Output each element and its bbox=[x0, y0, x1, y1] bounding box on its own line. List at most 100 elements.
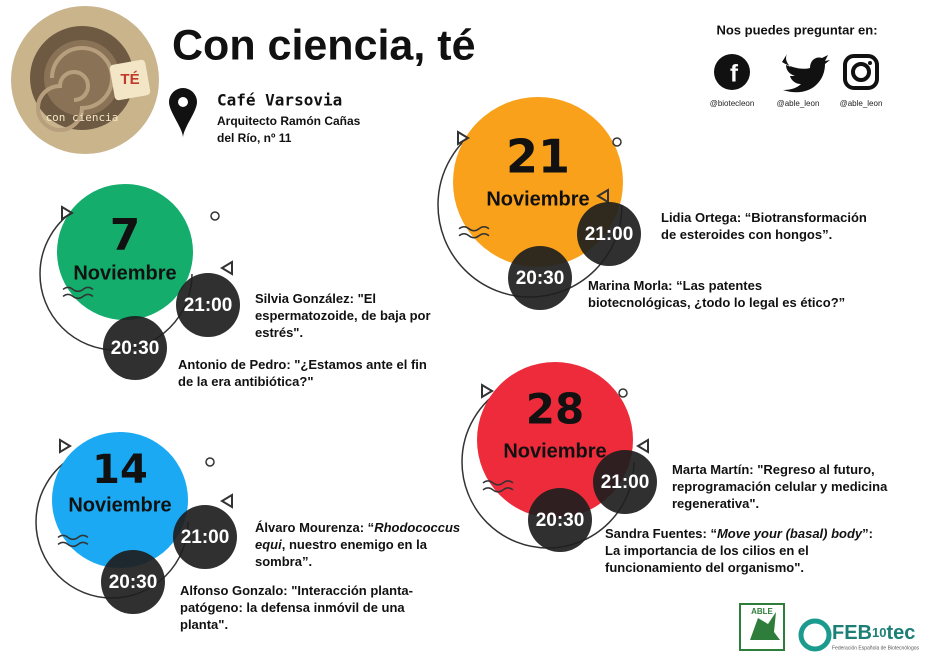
waves bbox=[458, 226, 490, 239]
time-circle bbox=[173, 505, 237, 569]
feb-text: tec bbox=[886, 622, 915, 644]
time-circle bbox=[577, 202, 641, 266]
talk-text: reprogramación celular y medicina bbox=[672, 479, 888, 494]
feb-text: FEB bbox=[832, 622, 872, 644]
svg-text:FEB10tec: FEB10tec bbox=[832, 622, 915, 644]
talk-line: reprogramación celular y medicina bbox=[672, 479, 888, 494]
talk-line: planta". bbox=[180, 617, 228, 632]
waves bbox=[62, 286, 94, 300]
time: 21:00 bbox=[601, 472, 650, 493]
talk-text: de esteroides con hongos”. bbox=[661, 227, 832, 242]
able-text: ABLE bbox=[751, 607, 773, 616]
talk-text: Marina Morla: “Las patentes bbox=[588, 278, 762, 293]
talk-text: espermatozoide, de baja por bbox=[255, 308, 431, 323]
talk-text: sombra”. bbox=[255, 554, 312, 569]
triangle bbox=[59, 438, 72, 454]
talk-line: sombra”. bbox=[255, 554, 312, 569]
facebook-icon: f bbox=[730, 60, 739, 87]
event-circle bbox=[57, 184, 193, 320]
talk-line: La importancia de los cilios en el bbox=[605, 543, 809, 558]
talk-text: Antonio de Pedro: "¿Estamos ante el fin bbox=[178, 357, 427, 372]
triangle bbox=[220, 260, 233, 276]
waves bbox=[57, 534, 89, 548]
talk-text: estrés". bbox=[255, 325, 303, 340]
talk-line: patógeno: la defensa inmóvil de una bbox=[180, 600, 405, 615]
event-month: Noviembre bbox=[503, 440, 606, 462]
able-logo: ABLE bbox=[739, 603, 785, 651]
social-handle: @able_leon bbox=[777, 99, 820, 108]
talk-line: regenerativa". bbox=[672, 496, 759, 511]
triangle bbox=[636, 438, 649, 454]
time-circle bbox=[508, 246, 572, 310]
talk-line: Sandra Fuentes: “Move your (basal) body”… bbox=[605, 526, 873, 541]
waves bbox=[482, 480, 514, 493]
triangle bbox=[61, 205, 74, 221]
talk-text: de la era antibiótica?" bbox=[178, 374, 313, 389]
talk-text: Lidia Ortega: “Biotransformación bbox=[661, 210, 867, 225]
dot bbox=[210, 211, 220, 221]
talk-line: biotecnológicas, ¿todo lo legal es ético… bbox=[588, 295, 845, 310]
talk-text: biotecnológicas, ¿todo lo legal es ético… bbox=[588, 295, 845, 310]
venue-name: Café Varsovia bbox=[217, 91, 342, 110]
event-day: 7 bbox=[110, 210, 141, 261]
logo-badge: TÉ bbox=[120, 71, 139, 88]
map-pin bbox=[169, 88, 197, 138]
talk-text: , nuestro enemigo en la bbox=[282, 537, 428, 552]
social-handle: @biotecleon bbox=[710, 99, 755, 108]
talk-text: regenerativa". bbox=[672, 496, 759, 511]
dot bbox=[618, 388, 628, 398]
social-handle: @able_leon bbox=[840, 99, 883, 108]
talk-line: estrés". bbox=[255, 325, 303, 340]
talk-text: patógeno: la defensa inmóvil de una bbox=[180, 600, 405, 615]
talk-line: Silvia González: "El bbox=[255, 291, 376, 306]
talk-text: planta". bbox=[180, 617, 228, 632]
title: Con ciencia, té bbox=[172, 21, 475, 69]
event-month: Noviembre bbox=[486, 188, 589, 210]
triangle bbox=[596, 188, 609, 204]
time: 21:00 bbox=[585, 224, 634, 245]
talk-line: funcionamiento del organismo". bbox=[605, 560, 804, 575]
time-circle bbox=[528, 488, 592, 552]
talk-line: Antonio de Pedro: "¿Estamos ante el fin bbox=[178, 357, 427, 372]
time-circle bbox=[101, 550, 165, 614]
talk-italic: Rhodococcus bbox=[374, 520, 460, 535]
time-circle bbox=[593, 450, 657, 514]
event: 28 Noviembre 21:00 Marta Martín: "Regreso a… bbox=[461, 362, 888, 575]
feb-subtitle: Federación Española de Biotecnólogos bbox=[832, 645, 920, 651]
event-day: 14 bbox=[92, 447, 148, 493]
dot bbox=[612, 137, 622, 147]
talk-text: Álvaro Mourenza: “ bbox=[255, 520, 374, 535]
event-month: Noviembre bbox=[68, 494, 171, 516]
talk-italic: Move your (basal) body bbox=[717, 526, 863, 541]
triangle bbox=[220, 493, 233, 509]
talk-text: Alfonso Gonzalo: "Interacción planta- bbox=[180, 583, 413, 598]
talk-line: equi, nuestro enemigo en la bbox=[255, 537, 428, 552]
social-icons: f bbox=[714, 54, 879, 93]
time: 20:30 bbox=[516, 268, 565, 289]
talk-text: Sandra Fuentes: “ bbox=[605, 526, 717, 541]
talk-line: Marta Martín: "Regreso al futuro, bbox=[672, 462, 875, 477]
talk-line: de esteroides con hongos”. bbox=[661, 227, 832, 242]
venue-address: del Río, nº 11 bbox=[217, 131, 292, 145]
time-circle bbox=[176, 273, 240, 337]
talk-line: Álvaro Mourenza: “Rhodococcus bbox=[255, 520, 460, 535]
time: 20:30 bbox=[111, 338, 160, 359]
talk-line: Alfonso Gonzalo: "Interacción planta- bbox=[180, 583, 413, 598]
talk-line: Marina Morla: “Las patentes bbox=[588, 278, 762, 293]
logo: TÉ con ciencia bbox=[11, 6, 159, 154]
dot bbox=[205, 457, 215, 467]
feb-text: 10 bbox=[872, 625, 886, 640]
talk-line: de la era antibiótica?" bbox=[178, 374, 313, 389]
talk-line: Lidia Ortega: “Biotransformación bbox=[661, 210, 867, 225]
event: 21 Noviembre 21:00 Lidia Ortega: “Biotransf… bbox=[437, 97, 867, 310]
event-circle bbox=[52, 432, 188, 568]
event-month: Noviembre bbox=[73, 262, 176, 284]
time: 21:00 bbox=[181, 527, 230, 548]
time: 20:30 bbox=[536, 510, 585, 531]
talk-italic: equi bbox=[255, 537, 282, 552]
talk-text: Silvia González: "El bbox=[255, 291, 376, 306]
logo-text: con ciencia bbox=[46, 111, 119, 124]
talk-text: ”: bbox=[862, 526, 873, 541]
